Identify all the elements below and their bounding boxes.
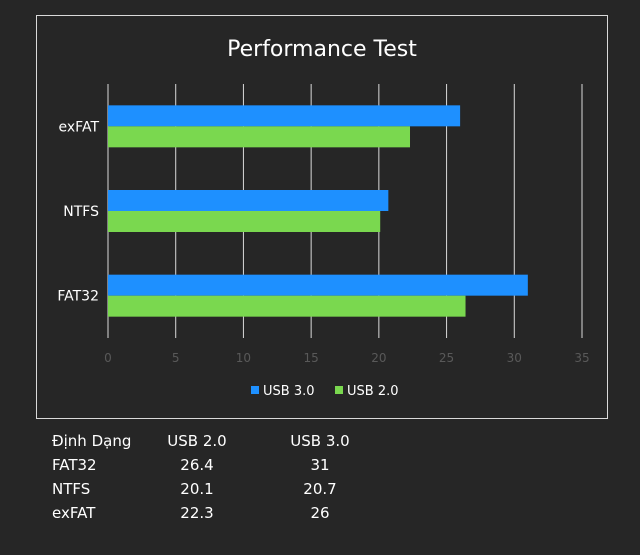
table-cell: 22.3 [180,504,214,522]
table-cell: exFAT [52,504,96,522]
x-tick-label: 10 [236,351,251,365]
bar [108,126,411,148]
x-tick-label: 0 [104,351,112,365]
table-cell: 26 [310,504,330,522]
category-label: exFAT [59,119,100,135]
table-cell: 26.4 [180,456,214,474]
bar-chart: Performance Test exFAT NTFS FAT32 0 5 10 15 20… [57,37,589,399]
chart-frame: Performance Test exFAT NTFS FAT32 0 5 10 15 20… [36,15,608,419]
legend-swatch [251,386,259,394]
bar [108,211,381,232]
x-tick-label: 15 [304,351,319,365]
table-header-cell: USB 3.0 [290,432,350,450]
bar [108,295,466,317]
category-labels: exFAT NTFS FAT32 [57,119,99,304]
legend-swatch [335,386,343,394]
table-cell: FAT32 [52,456,97,474]
x-tick-label: 25 [439,351,454,365]
chart-title: Performance Test [227,37,417,62]
table-header-cell: USB 2.0 [167,432,227,450]
x-tick-label: 20 [371,351,386,365]
x-tick-label: 5 [172,351,180,365]
category-label: FAT32 [57,289,99,305]
legend: USB 3.0 USB 2.0 [251,384,399,399]
table-cell: 20.7 [303,480,337,498]
table-cell: 31 [310,456,330,474]
bar [108,105,461,127]
bar [108,274,528,296]
table-header-cell: Định Dạng [52,432,132,450]
x-axis-ticks: 0 5 10 15 20 25 30 35 [104,351,589,365]
bars [108,105,528,317]
x-tick-label: 35 [574,351,589,365]
table-cell: 20.1 [180,480,214,498]
table-cell: NTFS [52,480,91,498]
category-label: NTFS [63,204,99,220]
legend-label: USB 3.0 [263,384,315,399]
bar [108,190,389,211]
x-tick-label: 30 [507,351,522,365]
legend-label: USB 2.0 [347,384,399,399]
